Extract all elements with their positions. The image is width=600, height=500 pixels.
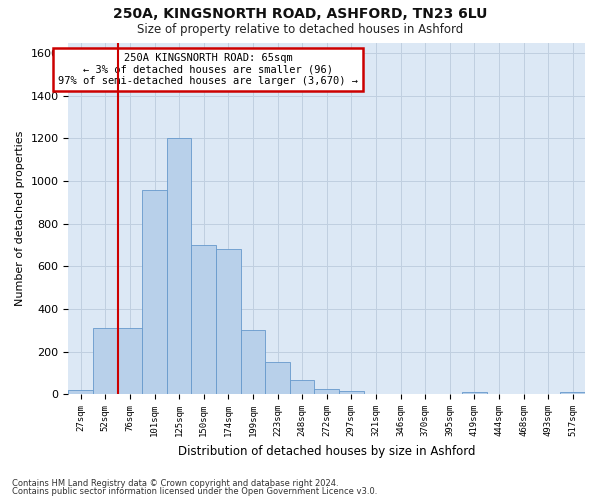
Bar (167, 138, 191, 394)
Bar (142, 190, 167, 394)
Text: 250A KINGSNORTH ROAD: 65sqm
← 3% of detached houses are smaller (96)
97% of semi: 250A KINGSNORTH ROAD: 65sqm ← 3% of deta… (58, 53, 358, 86)
Bar (339, 391, 364, 394)
Text: Contains HM Land Registry data © Crown copyright and database right 2024.: Contains HM Land Registry data © Crown c… (12, 478, 338, 488)
X-axis label: Distribution of detached houses by size in Ashford: Distribution of detached houses by size … (178, 444, 475, 458)
Bar (560, 392, 585, 394)
Text: 250A, KINGSNORTH ROAD, ASHFORD, TN23 6LU: 250A, KINGSNORTH ROAD, ASHFORD, TN23 6LU (113, 8, 487, 22)
Bar (314, 389, 339, 394)
Bar (462, 392, 487, 394)
Bar (191, 245, 216, 394)
Y-axis label: Number of detached properties: Number of detached properties (15, 130, 25, 306)
Bar (68, 390, 93, 394)
Text: Contains public sector information licensed under the Open Government Licence v3: Contains public sector information licen… (12, 487, 377, 496)
Text: Size of property relative to detached houses in Ashford: Size of property relative to detached ho… (137, 22, 463, 36)
Bar (265, 362, 290, 394)
Bar (216, 250, 241, 394)
Bar (93, 328, 118, 394)
Bar (118, 328, 142, 394)
Bar (241, 330, 265, 394)
Bar (290, 380, 314, 394)
